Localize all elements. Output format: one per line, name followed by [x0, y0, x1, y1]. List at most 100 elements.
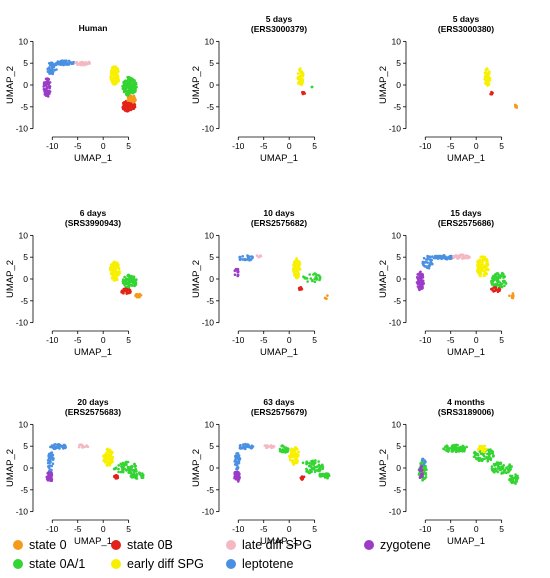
- data-point: [484, 447, 488, 451]
- legend-marker: [13, 559, 23, 569]
- data-point: [298, 262, 301, 266]
- y-tick-label: 5: [23, 58, 28, 68]
- data-point: [246, 254, 250, 258]
- data-point: [318, 276, 322, 279]
- data-point: [312, 273, 315, 276]
- y-tick-label: -10: [389, 318, 402, 328]
- data-point: [129, 99, 132, 103]
- data-point: [126, 460, 130, 464]
- data-point: [514, 481, 517, 485]
- data-point: [123, 288, 126, 291]
- data-point: [487, 452, 491, 456]
- x-tick-label: 0: [101, 524, 106, 534]
- y-tick-label: 5: [209, 441, 214, 451]
- data-point: [48, 473, 51, 477]
- data-point: [234, 267, 238, 271]
- data-point: [111, 268, 114, 271]
- data-point: [248, 258, 251, 262]
- data-point: [461, 253, 465, 257]
- data-point: [309, 468, 312, 472]
- data-point: [473, 451, 476, 455]
- x-tick-label: 0: [287, 335, 292, 345]
- data-point: [483, 450, 486, 454]
- y-tick-label: -10: [16, 507, 29, 517]
- y-tick-label: 5: [23, 441, 28, 451]
- data-point: [272, 446, 275, 449]
- data-point: [500, 465, 504, 469]
- y-tick-label: -5: [393, 296, 401, 306]
- data-point: [121, 85, 125, 89]
- data-point: [327, 473, 331, 477]
- scatter-points: [296, 67, 314, 96]
- panel-subtitle: (SRS3189006): [438, 407, 494, 417]
- y-tick-label: 5: [209, 58, 214, 68]
- y-tick-label: 0: [396, 80, 401, 90]
- data-point: [116, 69, 120, 72]
- data-point: [419, 475, 422, 479]
- data-point: [476, 448, 480, 451]
- data-point: [116, 67, 119, 70]
- data-point: [492, 454, 495, 458]
- data-point: [428, 264, 432, 267]
- data-point: [480, 450, 484, 453]
- umap-panel-7: 20 days(ERS2575683) -10 -5 0 5 -10 -5 0 5 10 UMAP_…: [5, 397, 145, 547]
- data-point: [235, 464, 239, 467]
- data-point: [493, 468, 497, 472]
- legend-marker: [226, 559, 236, 569]
- data-point: [58, 447, 61, 450]
- data-point: [77, 445, 81, 449]
- data-point: [294, 455, 298, 459]
- data-point: [453, 446, 456, 449]
- data-point: [43, 82, 47, 86]
- data-point: [111, 81, 114, 85]
- data-point: [292, 272, 296, 275]
- data-point: [442, 254, 446, 257]
- umap-panel-6: 15 days(ERS2575686) -10 -5 0 5 -10 -5 0 5 10 UMAP_…: [378, 208, 515, 358]
- data-point: [48, 466, 51, 470]
- data-point: [114, 477, 118, 480]
- x-tick-label: 5: [126, 335, 131, 345]
- data-point: [78, 443, 82, 447]
- legend-marker: [226, 540, 236, 550]
- data-point: [47, 454, 50, 457]
- data-point: [51, 446, 54, 449]
- data-point: [465, 445, 469, 449]
- x-tick-label: 0: [474, 335, 479, 345]
- data-point: [503, 284, 506, 288]
- panel-subtitle: (ERS2575686): [438, 218, 494, 228]
- data-point: [502, 464, 506, 467]
- x-tick-label: -10: [46, 335, 59, 345]
- data-point: [322, 474, 325, 478]
- data-point: [510, 474, 514, 478]
- data-point: [489, 92, 492, 96]
- data-point: [138, 294, 141, 298]
- data-point: [491, 289, 495, 292]
- data-point: [46, 95, 50, 98]
- y-tick-label: 10: [392, 419, 402, 429]
- x-tick-label: -10: [232, 524, 245, 534]
- data-point: [280, 444, 284, 448]
- data-point: [122, 466, 125, 470]
- data-point: [477, 456, 480, 460]
- data-point: [114, 273, 117, 276]
- data-point: [487, 70, 491, 73]
- legend-label: late diff SPG: [242, 538, 312, 552]
- data-point: [415, 276, 419, 279]
- y-tick-label: -10: [389, 507, 402, 517]
- data-point: [123, 89, 126, 93]
- data-point: [131, 87, 135, 91]
- data-point: [134, 469, 138, 472]
- data-point: [132, 95, 135, 99]
- data-point: [487, 80, 490, 83]
- data-point: [491, 281, 494, 285]
- data-point: [130, 106, 134, 110]
- data-point: [508, 468, 512, 471]
- data-point: [296, 266, 300, 270]
- data-point: [76, 62, 80, 66]
- data-point: [294, 268, 297, 272]
- data-point: [237, 459, 241, 463]
- panel-subtitle: (ERS2575682): [251, 218, 307, 228]
- data-point: [295, 272, 298, 276]
- x-axis-label: UMAP_1: [74, 536, 112, 547]
- data-point: [504, 282, 508, 285]
